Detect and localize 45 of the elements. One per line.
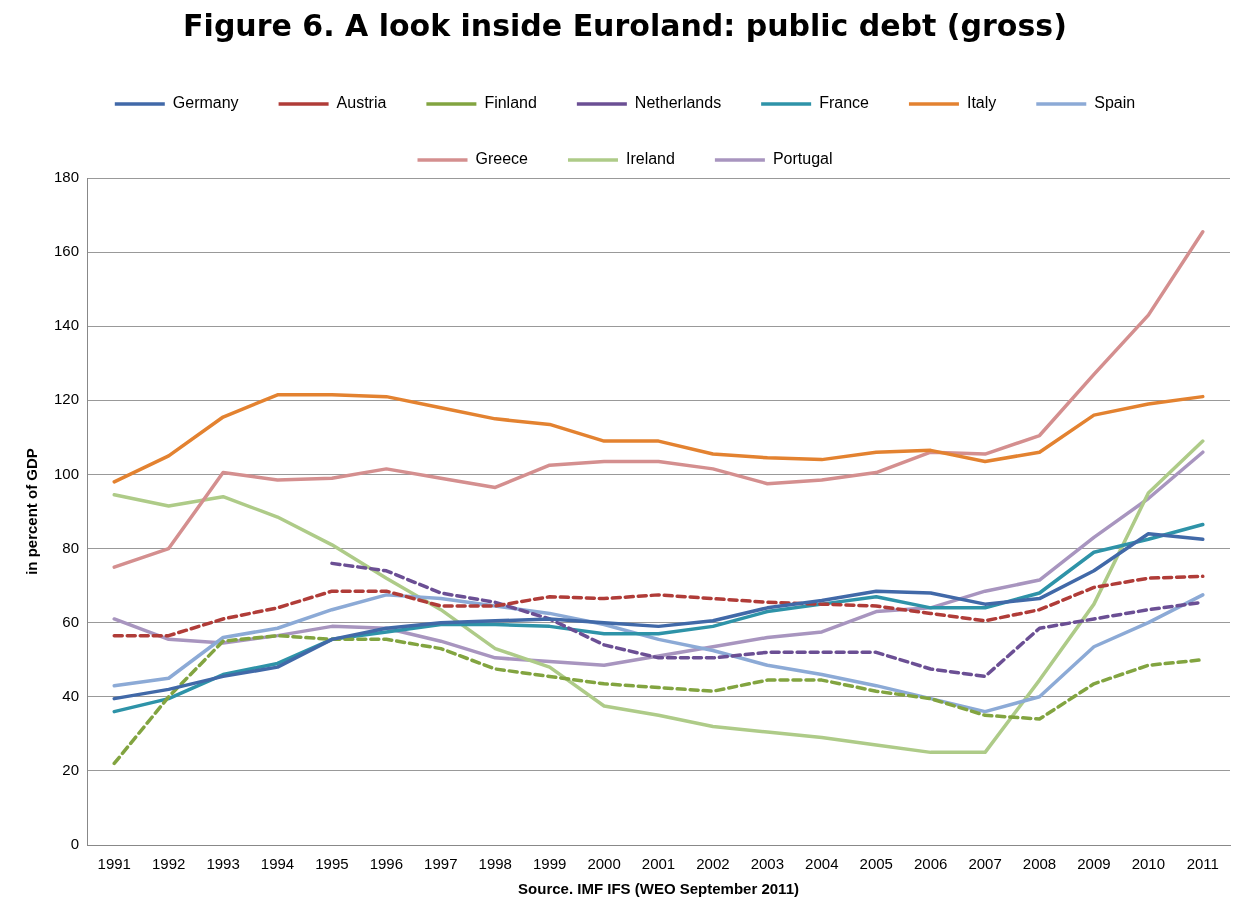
y-tick-label: 120 <box>54 390 80 408</box>
legend-label: Spain <box>1094 94 1136 112</box>
line-series <box>112 574 1205 638</box>
legend-label: Finland <box>484 94 537 112</box>
x-tick-label: 2000 <box>587 855 621 873</box>
legend-label: Italy <box>966 94 997 112</box>
y-tick-label: 80 <box>62 538 80 556</box>
x-tick-label: 2007 <box>968 855 1002 873</box>
y-tick-label: 0 <box>70 835 80 853</box>
legend-label: Netherlands <box>634 94 722 112</box>
x-tick-label: 1992 <box>151 855 186 873</box>
x-tick-label: 1993 <box>206 855 240 873</box>
x-tick-label: 1994 <box>260 855 295 873</box>
legend-label: Austria <box>336 94 387 112</box>
x-tick-label: 1997 <box>424 855 458 873</box>
legend-label: Ireland <box>625 150 675 168</box>
x-tick-label: 1991 <box>97 855 131 873</box>
x-tick-label: 2002 <box>696 855 730 873</box>
legend-label: France <box>819 94 870 112</box>
x-tick-label: 1995 <box>315 855 349 873</box>
x-tick-label: 2009 <box>1077 855 1111 873</box>
x-tick-label: 2004 <box>805 855 839 873</box>
legend-label: Greece <box>475 150 529 168</box>
x-tick-label: 2010 <box>1131 855 1166 873</box>
y-tick-label: 100 <box>54 464 80 482</box>
chart-title: Figure 6. A look inside Euroland: public debt (gross) <box>183 7 1067 43</box>
y-tick-label: 20 <box>62 761 80 779</box>
source-note: Source. IMF IFS (WEO September 2011) <box>518 880 799 898</box>
legend-label: Portugal <box>772 150 833 168</box>
y-tick-label: 180 <box>54 168 80 186</box>
x-tick-label: 2006 <box>913 855 948 873</box>
x-tick-label: 2001 <box>641 855 676 873</box>
x-tick-label: 2003 <box>750 855 785 873</box>
x-tick-label: 1999 <box>532 855 567 873</box>
y-tick-label: 160 <box>54 242 80 260</box>
legend-label: Germany <box>172 94 239 112</box>
x-tick-label: 1996 <box>369 855 404 873</box>
y-tick-label: 40 <box>62 686 80 704</box>
x-tick-label: 2008 <box>1022 855 1057 873</box>
x-tick-label: 1998 <box>478 855 512 873</box>
y-axis-title: in percent of GDP <box>23 448 41 575</box>
x-tick-label: 2011 <box>1186 855 1219 873</box>
y-tick-label: 140 <box>54 316 80 334</box>
x-tick-label: 2005 <box>859 855 893 873</box>
y-tick-label: 60 <box>62 612 80 630</box>
